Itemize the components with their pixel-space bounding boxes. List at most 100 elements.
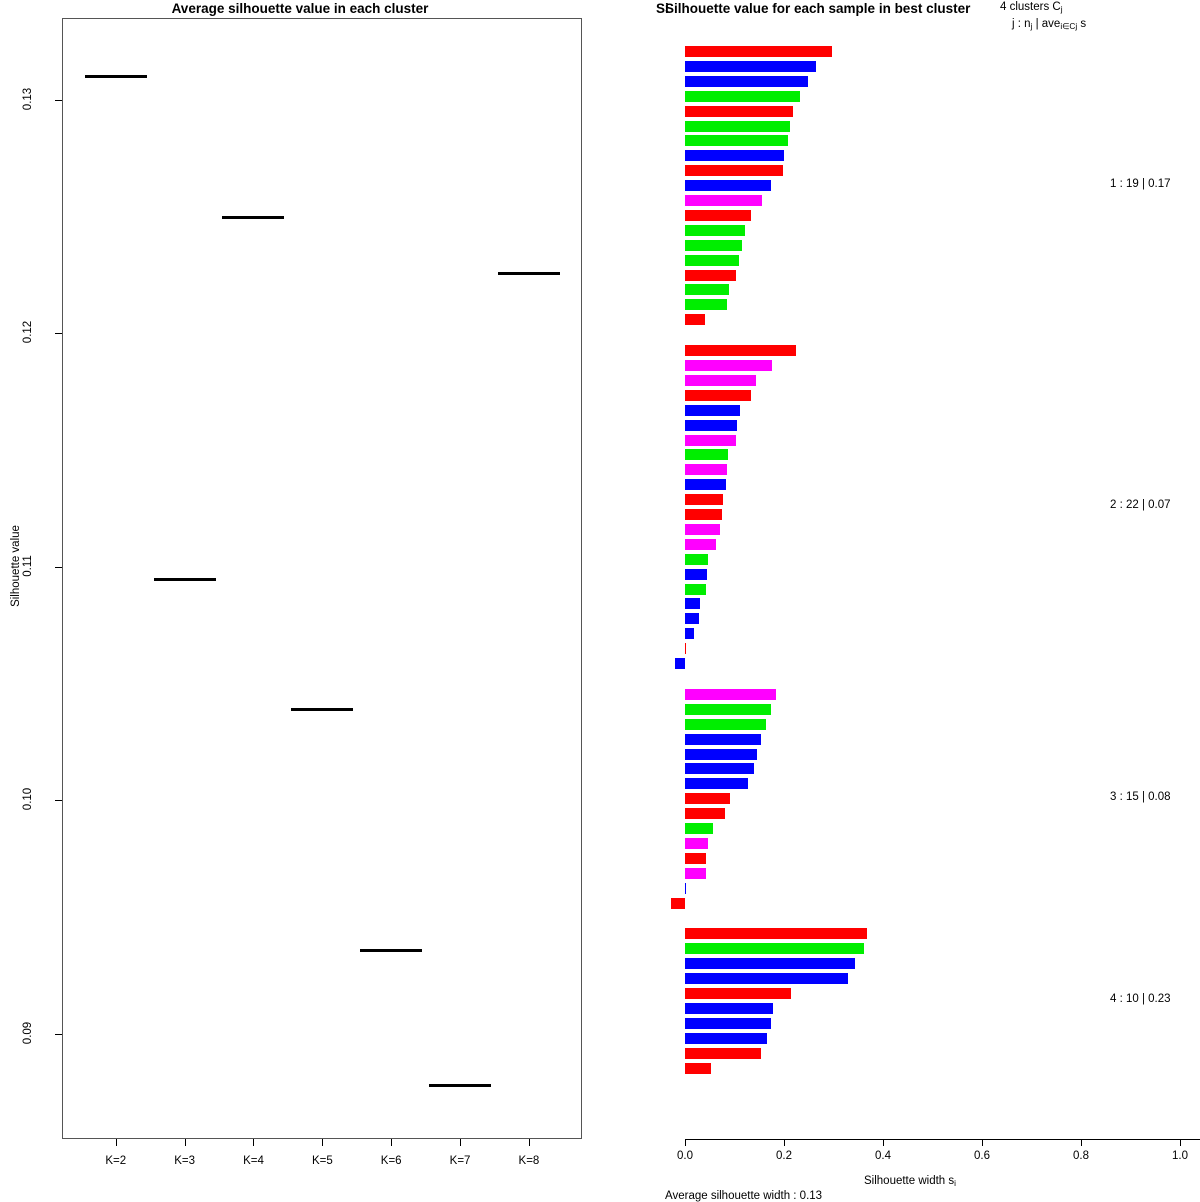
silhouette-bar [685, 973, 849, 985]
right-x-tick-label: 0.8 [1073, 1150, 1089, 1162]
silhouette-bar [685, 553, 708, 565]
silhouette-bar [685, 165, 783, 177]
silhouette-bar [685, 628, 694, 640]
silhouette-bar [685, 464, 728, 476]
right-x-tick-mark [982, 1139, 983, 1146]
left-x-tick-label: K=2 [105, 1155, 127, 1167]
silhouette-bar [685, 598, 700, 610]
silhouette-bar [685, 224, 746, 236]
right-panel-title: Silhouette value for each sample in best… [665, 1, 971, 16]
left-x-tick-mark [391, 1139, 393, 1146]
average-silhouette-panel: Average silhouette value in each cluster… [10, 1, 582, 1167]
silhouette-bar [685, 419, 738, 431]
silhouette-bar [685, 46, 832, 57]
left-x-tick-mark [460, 1139, 462, 1146]
silhouette-bars-area: 1 : 19 | 0.17 2 : 22 | 0.07 3 : 15 | 0.08 4… [620, 40, 1200, 1135]
left-x-tick-mark [115, 1139, 117, 1146]
left-y-tick-mark [55, 566, 62, 568]
cluster-summary-label: 3 : 15 | 0.08 [1110, 790, 1171, 803]
silhouette-bar [685, 479, 726, 491]
average-silhouette-segment [429, 1084, 492, 1088]
silhouette-bar [685, 374, 756, 386]
left-y-axis-label: Silhouette value [10, 525, 22, 607]
silhouette-bar [685, 823, 713, 834]
silhouette-bar [685, 778, 749, 790]
silhouette-bar [685, 90, 800, 102]
left-y-tick-label: 0.11 [22, 555, 34, 577]
cluster-summary-label: 2 : 22 | 0.07 [1110, 499, 1171, 512]
silhouette-bar [685, 105, 793, 117]
silhouette-bar [685, 643, 687, 655]
silhouette-bar [685, 360, 772, 371]
left-x-tick-label: K=5 [311, 1155, 333, 1167]
right-x-tick-label: 0.6 [974, 1150, 990, 1162]
left-x-tick-mark [253, 1139, 255, 1146]
left-y-tick-mark [55, 333, 62, 335]
right-x-axis-line [685, 1139, 1200, 1140]
left-x-tick-mark [184, 1139, 186, 1146]
silhouette-samples-panel: Si Silhouette value for each sample in b… [620, 0, 1200, 1202]
silhouette-bar [685, 180, 771, 192]
left-y-tick-label: 0.10 [22, 788, 34, 811]
left-y-tick-label: 0.12 [22, 321, 34, 344]
right-panel-title-overlap: Si [656, 1, 669, 16]
cluster-summary-label: 1 : 19 | 0.17 [1110, 177, 1171, 190]
silhouette-bar [685, 538, 716, 550]
silhouette-bar [685, 195, 763, 206]
left-x-tick-label: K=6 [380, 1155, 402, 1167]
right-x-tick-mark [685, 1139, 686, 1146]
left-y-tick-label: 0.09 [22, 1021, 34, 1045]
silhouette-bar [685, 404, 741, 416]
silhouette-bar [685, 1047, 762, 1059]
silhouette-bar [685, 239, 742, 251]
silhouette-bar [685, 613, 700, 625]
silhouette-bar [685, 120, 790, 132]
silhouette-bar [685, 509, 722, 520]
silhouette-bar [685, 299, 727, 311]
left-x-tick-label: K=4 [243, 1155, 264, 1167]
silhouette-bar [685, 718, 767, 730]
average-silhouette-segment [497, 271, 560, 275]
silhouette-bar [685, 75, 808, 87]
average-silhouette-segment [360, 948, 423, 952]
right-x-tick-mark [883, 1139, 884, 1146]
left-x-tick-label: K=8 [518, 1155, 540, 1167]
legend-cluster-formula: j : nj | avei∈Cj s [1012, 18, 1087, 32]
right-x-tick-mark [1180, 1139, 1181, 1146]
left-y-tick-label: 0.13 [22, 87, 34, 110]
average-silhouette-width-footer: Average silhouette width : 0.13 [665, 1190, 823, 1202]
silhouette-bar [685, 867, 706, 879]
left-x-tick-mark [322, 1139, 324, 1146]
silhouette-bar [685, 793, 731, 805]
silhouette-bar [685, 1017, 771, 1029]
left-panel-title: Average silhouette value in each cluster [171, 1, 429, 16]
left-y-tick-mark [55, 99, 62, 101]
right-x-tick-label: 0.2 [776, 1150, 792, 1162]
silhouette-bar [685, 523, 720, 535]
average-silhouette-segment [291, 708, 354, 712]
silhouette-bar [685, 150, 785, 162]
silhouette-bar [685, 988, 791, 999]
left-x-tick-label: K=7 [449, 1155, 471, 1167]
silhouette-bar [685, 882, 686, 894]
silhouette-bar [685, 314, 706, 326]
silhouette-bar [685, 763, 754, 775]
silhouette-bar [685, 852, 707, 864]
silhouette-bar [685, 1002, 774, 1014]
silhouette-bar [685, 135, 788, 147]
silhouette-bar [685, 928, 867, 940]
silhouette-bar [685, 1032, 768, 1044]
cluster-summary-label: 4 : 10 | 0.23 [1110, 992, 1171, 1005]
silhouette-bar [685, 209, 751, 221]
right-x-tick-label: 0.4 [875, 1150, 891, 1162]
silhouette-bar [685, 568, 707, 580]
left-y-tick-mark [55, 1033, 62, 1035]
silhouette-bar [685, 748, 757, 760]
silhouette-bar [685, 688, 777, 700]
silhouette-bar [685, 703, 771, 715]
silhouette-bar [685, 733, 761, 745]
right-x-tick-label: 1.0 [1172, 1150, 1188, 1162]
silhouette-bar [685, 254, 740, 266]
average-silhouette-segment [84, 75, 147, 79]
right-x-tick-label: 0.0 [677, 1150, 693, 1162]
